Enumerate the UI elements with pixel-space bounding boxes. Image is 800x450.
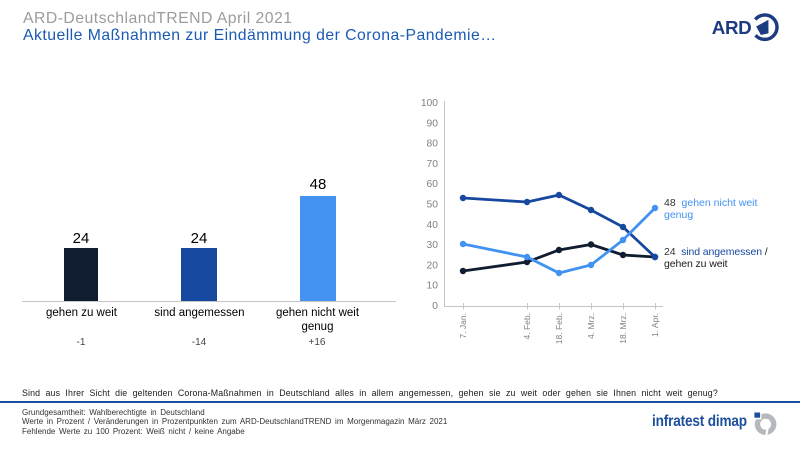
svg-text:18. Feb.: 18. Feb. bbox=[554, 313, 564, 344]
svg-text:4. Feb.: 4. Feb. bbox=[522, 313, 532, 339]
svg-text:18. Mrz.: 18. Mrz. bbox=[618, 313, 628, 344]
svg-text:50: 50 bbox=[427, 200, 439, 211]
svg-text:40: 40 bbox=[427, 220, 439, 231]
svg-text:80: 80 bbox=[427, 139, 439, 150]
svg-text:60: 60 bbox=[427, 179, 439, 190]
svg-text:70: 70 bbox=[427, 159, 439, 170]
svg-text:10: 10 bbox=[427, 281, 439, 292]
svg-text:ARD: ARD bbox=[712, 17, 752, 38]
svg-text:100: 100 bbox=[421, 98, 438, 109]
svg-text:4. Mrz.: 4. Mrz. bbox=[586, 313, 596, 339]
svg-text:7. Jan.: 7. Jan. bbox=[458, 313, 468, 339]
svg-text:30: 30 bbox=[427, 240, 439, 251]
svg-text:1. Apr.: 1. Apr. bbox=[650, 313, 660, 337]
svg-text:20: 20 bbox=[427, 260, 439, 271]
svg-text:90: 90 bbox=[427, 118, 439, 129]
svg-text:0: 0 bbox=[432, 301, 438, 312]
